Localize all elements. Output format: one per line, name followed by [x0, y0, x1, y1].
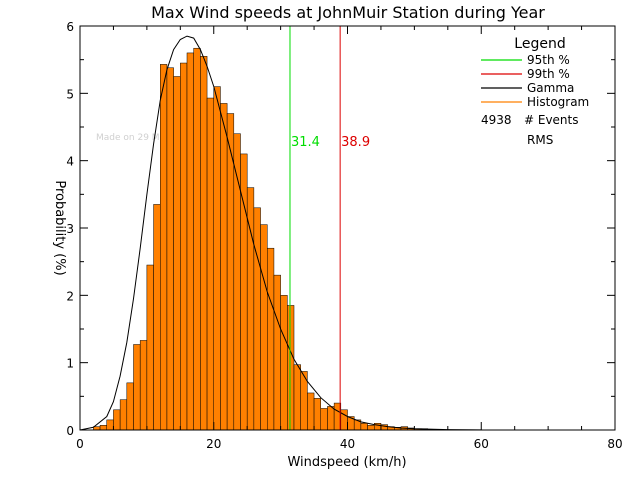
histogram-bar [186, 52, 194, 431]
x-tick-label: 20 [206, 437, 221, 451]
histogram-bar [293, 364, 301, 431]
histogram-bar [113, 409, 121, 431]
histogram-bar [160, 64, 168, 431]
y-axis-ticks: 0 1 2 3 4 5 6 [66, 20, 615, 438]
x-tick-label: 40 [340, 437, 355, 451]
legend-entry-label: 95th % [527, 53, 570, 67]
legend-title: Legend [514, 36, 565, 52]
histogram-bar [280, 295, 288, 431]
histogram-bar [106, 419, 114, 431]
histogram-bar [146, 264, 154, 431]
histogram-bar [213, 86, 221, 431]
x-axis-ticks: 0 20 40 60 80 [76, 26, 623, 451]
histogram-bar [206, 97, 214, 431]
histogram-bars [93, 47, 435, 431]
legend-events-count: 4938 [481, 113, 512, 127]
histogram-bar [287, 305, 295, 431]
y-tick-label: 2 [66, 289, 74, 303]
legend-entry-label: Gamma [527, 81, 574, 95]
histogram-bar [153, 204, 161, 431]
histogram-bar [173, 76, 181, 431]
percentile-lines: 31.4 38.9 [289, 26, 370, 430]
y-tick-label: 3 [66, 222, 74, 236]
x-tick-label: 0 [76, 437, 84, 451]
legend-entry-label: Histogram [527, 95, 589, 109]
histogram-bar [327, 406, 335, 431]
watermark-text: Made on 29 May 2025 [96, 133, 196, 143]
x-tick-label: 80 [607, 437, 622, 451]
histogram-bar [360, 423, 368, 431]
histogram-bar [126, 382, 134, 431]
y-tick-label: 1 [66, 357, 74, 371]
histogram-bar [253, 207, 261, 431]
histogram-bar [367, 425, 375, 431]
percentile-label: 31.4 [291, 135, 320, 150]
y-tick-label: 0 [66, 424, 74, 438]
histogram-bar [273, 274, 281, 431]
legend-rms-label: RMS [527, 133, 553, 147]
legend-events-label: # Events [524, 113, 579, 127]
histogram-bar [180, 62, 188, 431]
histogram-bar [320, 408, 328, 431]
y-tick-label: 5 [66, 87, 74, 101]
histogram-bar [267, 247, 275, 431]
y-tick-label: 4 [66, 155, 74, 169]
percentile-label: 38.9 [341, 135, 370, 150]
histogram-bar [99, 425, 107, 431]
histogram-bar [133, 344, 141, 431]
histogram-bar [260, 224, 268, 431]
histogram-bar [139, 340, 148, 431]
x-tick-label: 60 [474, 437, 489, 451]
histogram-bar [166, 67, 174, 431]
histogram-bar [313, 398, 321, 431]
histogram-bar [200, 56, 208, 431]
histogram-bar [220, 103, 228, 431]
histogram-bar [307, 392, 315, 431]
y-tick-label: 6 [66, 20, 74, 34]
legend-entry-label: 99th % [527, 67, 570, 81]
chart-title: Max Wind speeds at JohnMuir Station duri… [151, 3, 545, 22]
histogram-bar [246, 187, 255, 431]
gamma-curve [79, 35, 482, 431]
y-axis-label: Probability (%) [52, 180, 67, 275]
histogram-bar [193, 47, 201, 431]
histogram-bar [119, 399, 128, 431]
x-axis-label: Windspeed (km/h) [287, 455, 406, 470]
